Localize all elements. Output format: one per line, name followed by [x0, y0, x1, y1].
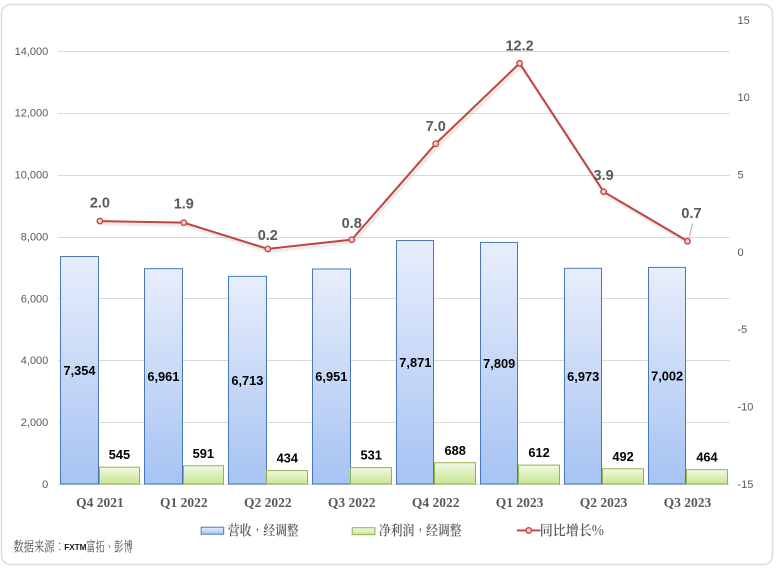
svg-text:12.2: 12.2: [505, 39, 533, 55]
svg-text:10,000: 10,000: [15, 170, 49, 182]
svg-text:-10: -10: [738, 402, 754, 414]
svg-text:1.9: 1.9: [174, 196, 194, 212]
svg-text:15: 15: [738, 15, 750, 27]
svg-text:Q3 2022: Q3 2022: [328, 495, 376, 510]
svg-text:FXTM: FXTM: [64, 543, 86, 552]
svg-text:6,713: 6,713: [231, 373, 263, 388]
svg-text:7,871: 7,871: [399, 355, 431, 370]
svg-text:7,354: 7,354: [63, 363, 96, 378]
svg-text:6,000: 6,000: [21, 293, 49, 305]
svg-text:545: 545: [109, 447, 130, 462]
svg-text:434: 434: [277, 451, 299, 466]
svg-text:12,000: 12,000: [15, 108, 49, 120]
svg-text:688: 688: [445, 443, 466, 458]
svg-text:0: 0: [738, 247, 744, 259]
svg-text:0: 0: [42, 479, 48, 491]
svg-text:10: 10: [738, 92, 750, 104]
svg-text:Q4 2021: Q4 2021: [76, 495, 124, 510]
svg-text:Q3 2023: Q3 2023: [664, 495, 712, 510]
svg-text:Q1 2023: Q1 2023: [496, 495, 544, 510]
svg-text:4,000: 4,000: [21, 355, 49, 367]
svg-text:2,000: 2,000: [21, 417, 49, 429]
svg-text:Q4 2022: Q4 2022: [412, 495, 460, 510]
svg-text:612: 612: [528, 445, 549, 460]
svg-text:0.7: 0.7: [681, 206, 701, 222]
svg-text:8,000: 8,000: [21, 231, 49, 243]
svg-text:7.0: 7.0: [426, 119, 446, 135]
svg-text:6,973: 6,973: [567, 369, 599, 384]
svg-text:7,809: 7,809: [483, 356, 515, 371]
svg-text:3.9: 3.9: [594, 168, 614, 184]
svg-text:6,951: 6,951: [315, 369, 347, 384]
svg-text:-5: -5: [738, 324, 748, 336]
svg-text:0.8: 0.8: [342, 216, 362, 232]
svg-text:6,961: 6,961: [147, 369, 179, 384]
svg-text:464: 464: [696, 450, 718, 465]
svg-text:5: 5: [738, 170, 744, 182]
svg-text:7,002: 7,002: [651, 368, 683, 383]
svg-text:531: 531: [361, 448, 382, 463]
svg-text:2.0: 2.0: [90, 196, 110, 212]
svg-text:Q1 2022: Q1 2022: [160, 495, 208, 510]
svg-text:591: 591: [193, 446, 214, 461]
svg-text:14,000: 14,000: [15, 46, 49, 58]
svg-text:-15: -15: [738, 479, 754, 491]
svg-text:Q2 2023: Q2 2023: [580, 495, 628, 510]
svg-text:0.2: 0.2: [258, 228, 278, 244]
svg-text:Q2 2022: Q2 2022: [244, 495, 292, 510]
svg-text:492: 492: [612, 449, 633, 464]
